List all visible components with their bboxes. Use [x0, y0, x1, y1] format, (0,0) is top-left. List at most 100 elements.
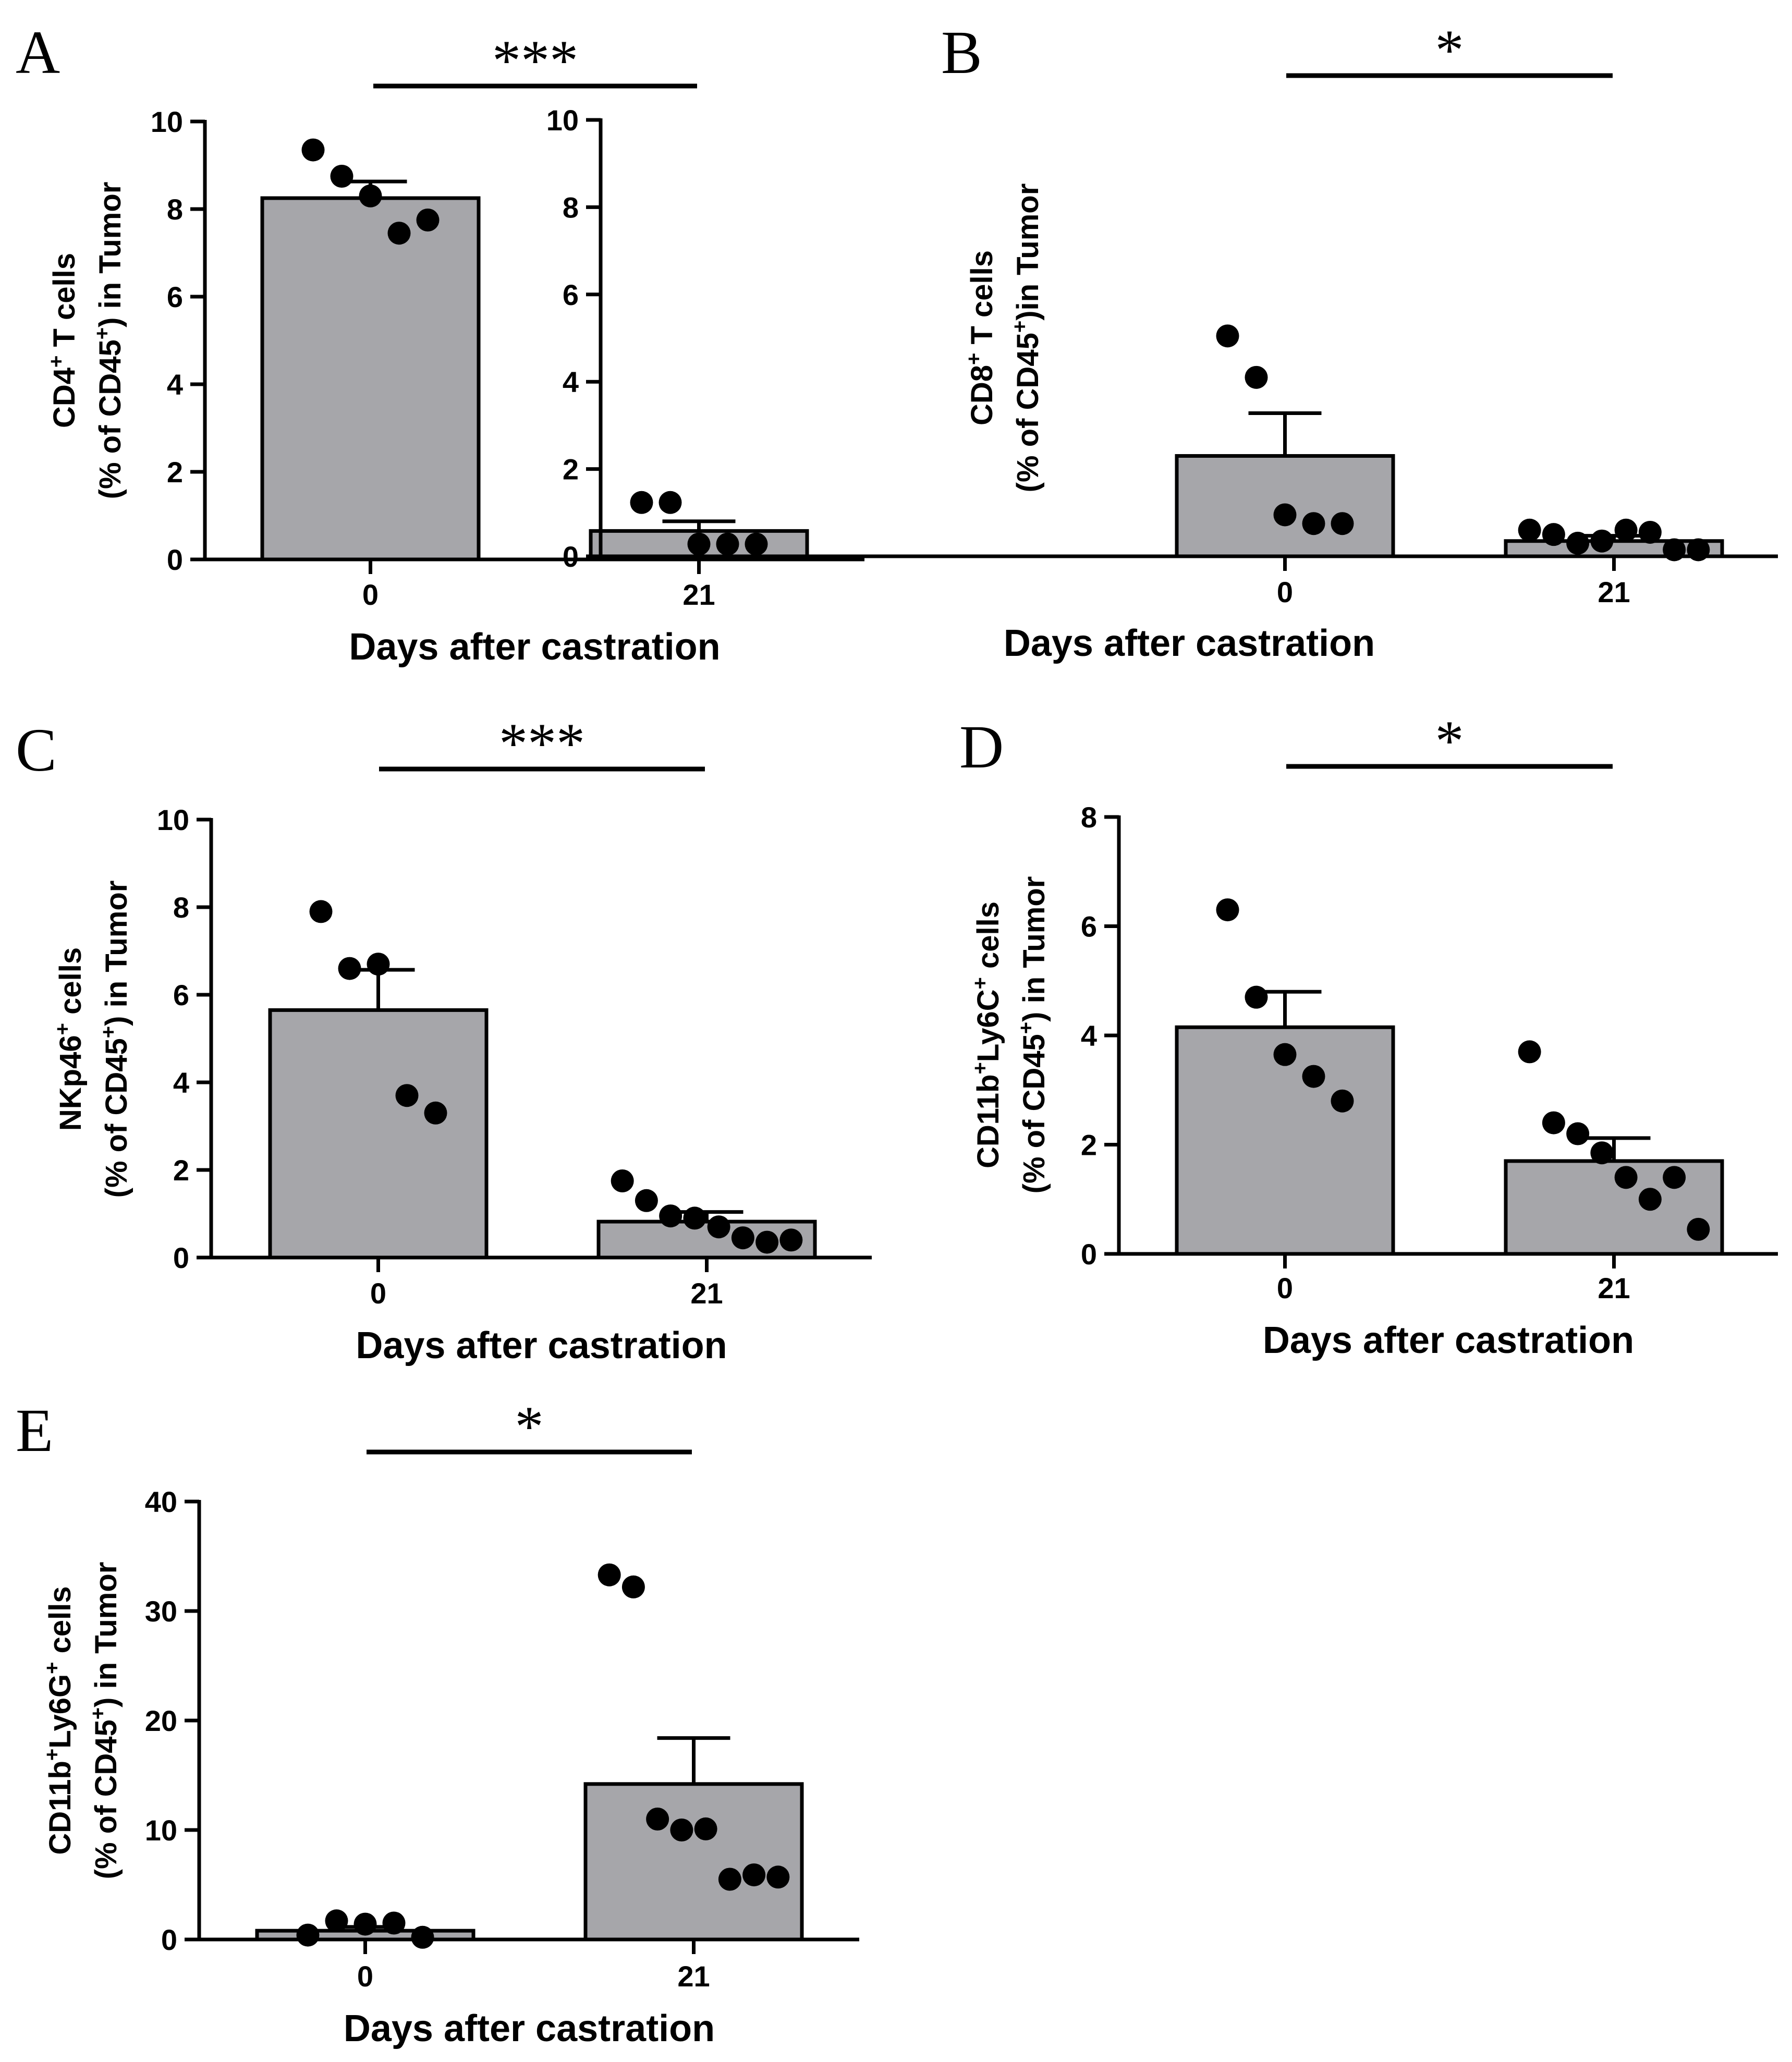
data-point: [1273, 503, 1297, 527]
data-point: [387, 222, 411, 245]
data-point: [1614, 1166, 1638, 1189]
data-point: [325, 1909, 348, 1933]
data-point: [731, 1226, 754, 1250]
y-tick-label: 0: [1081, 1238, 1097, 1271]
data-point: [745, 532, 768, 556]
y-tick-label: 10: [546, 104, 579, 137]
bar-21: [1504, 1159, 1724, 1256]
y-tick-label: 0: [167, 543, 183, 576]
bar-21: [583, 1782, 804, 1942]
data-point: [598, 1563, 621, 1587]
y-tick-label: 2: [167, 456, 183, 489]
panel-d: D * 0 2 4 6 8 0 21 Days after castration CD11b+Ly6…: [959, 709, 1778, 1361]
y-axis-title-line1: CD11b+Ly6G+ cells: [41, 1586, 77, 1854]
significance-marker: *: [515, 1395, 544, 1458]
data-point: [1542, 523, 1565, 546]
data-point: [611, 1169, 634, 1192]
data-point: [1542, 1111, 1565, 1134]
data-point: [707, 1215, 730, 1239]
x-tick-label: 21: [690, 1277, 723, 1310]
data-point: [1566, 1122, 1590, 1145]
panel-letter: E: [16, 1396, 53, 1465]
data-point: [1614, 518, 1638, 542]
y-tick-label: 4: [563, 365, 579, 398]
y-axis-title-line2: (% of CD45+)in Tumor: [1008, 184, 1045, 493]
y-tick-label: 8: [173, 891, 189, 924]
panel-c: C *** 0 2 4 6 8 10 0 21 Days after castration NKp46…: [16, 712, 872, 1366]
x-axis-title: Days after castration: [356, 1325, 727, 1366]
y-tick-label: 8: [167, 193, 183, 226]
significance-marker: ***: [492, 29, 578, 92]
data-point: [755, 1230, 779, 1254]
y-tick-label: 6: [173, 979, 189, 1011]
data-point: [630, 491, 653, 514]
data-point: [1331, 1089, 1354, 1113]
y-axis-title: CD11b+Ly6C+ cells (% of CD45+) in Tumor: [969, 876, 1051, 1194]
data-point: [359, 184, 382, 208]
x-tick-label: 0: [370, 1277, 386, 1310]
data-point: [330, 165, 353, 188]
y-tick-label: 10: [145, 1814, 177, 1847]
data-point: [1216, 898, 1239, 922]
y-tick-label: 0: [161, 1923, 177, 1956]
data-point: [1302, 1065, 1325, 1088]
data-point: [309, 900, 333, 923]
data-point: [1590, 529, 1614, 553]
data-point: [1518, 1040, 1541, 1064]
y-tick-label: 4: [1081, 1019, 1097, 1052]
panel-letter: C: [16, 716, 57, 784]
y-tick-label: 6: [563, 278, 579, 311]
data-point: [659, 1204, 682, 1228]
data-point: [367, 953, 390, 976]
significance-marker: ***: [499, 712, 585, 775]
y-axis-title-line1: CD8+ T cells: [962, 250, 999, 425]
data-point: [779, 1228, 803, 1252]
y-tick-label: 2: [1081, 1129, 1097, 1162]
y-tick-label: 10: [151, 105, 183, 138]
y-tick-label: 0: [173, 1241, 189, 1274]
data-point: [338, 957, 361, 980]
data-point: [766, 1865, 790, 1889]
x-axis-title: Days after castration: [344, 2008, 715, 2049]
data-point: [1687, 1217, 1710, 1241]
y-tick-label: 40: [145, 1485, 177, 1518]
y-tick-label: 8: [563, 191, 579, 224]
data-point: [1245, 985, 1268, 1009]
data-point: [1518, 518, 1541, 542]
x-tick-label: 21: [682, 578, 715, 611]
x-tick-label: 0: [357, 1960, 373, 1993]
panel-b: B * 0 2 4 6 8 10 0 21 Days after castration CD8+ T …: [546, 18, 1778, 664]
y-axis-title-line1: NKp46+ cells: [51, 947, 88, 1131]
x-tick-label: 0: [362, 578, 379, 611]
y-tick-label: 8: [1081, 801, 1097, 834]
significance-marker: *: [1435, 709, 1464, 773]
y-tick-label: 6: [1081, 910, 1097, 943]
panel-letter: B: [941, 18, 982, 87]
data-point: [1663, 1166, 1686, 1189]
data-point: [718, 1868, 741, 1891]
data-point: [411, 1925, 434, 1949]
data-point: [742, 1863, 766, 1887]
data-point: [1331, 512, 1354, 535]
x-tick-label: 21: [677, 1960, 710, 1993]
panel-a: A *** 0 2 4 6 8 10 0 21 Days after castration CD4+ …: [16, 18, 864, 668]
y-axis-title-line2: (% of CD45+) in Tumor: [87, 1562, 123, 1880]
y-tick-label: 2: [563, 453, 579, 486]
significance-marker: *: [1435, 18, 1464, 82]
y-tick-label: 2: [173, 1154, 189, 1187]
panel-letter: D: [959, 713, 1004, 781]
data-point: [353, 1912, 377, 1936]
data-point: [1245, 365, 1268, 389]
y-tick-label: 4: [173, 1066, 189, 1099]
data-point: [1302, 512, 1325, 535]
y-axis-title: CD8+ T cells(% of CD45+)in Tumor: [962, 184, 1045, 493]
data-point: [687, 532, 711, 556]
data-point: [716, 532, 739, 556]
y-axis-title-line2: (% of CD45+) in Tumor: [1015, 876, 1051, 1194]
bar-0: [260, 196, 481, 562]
data-point: [1638, 1188, 1662, 1211]
y-tick-label: 0: [563, 540, 579, 573]
x-tick-label: 21: [1598, 576, 1630, 608]
data-point: [694, 1817, 717, 1840]
